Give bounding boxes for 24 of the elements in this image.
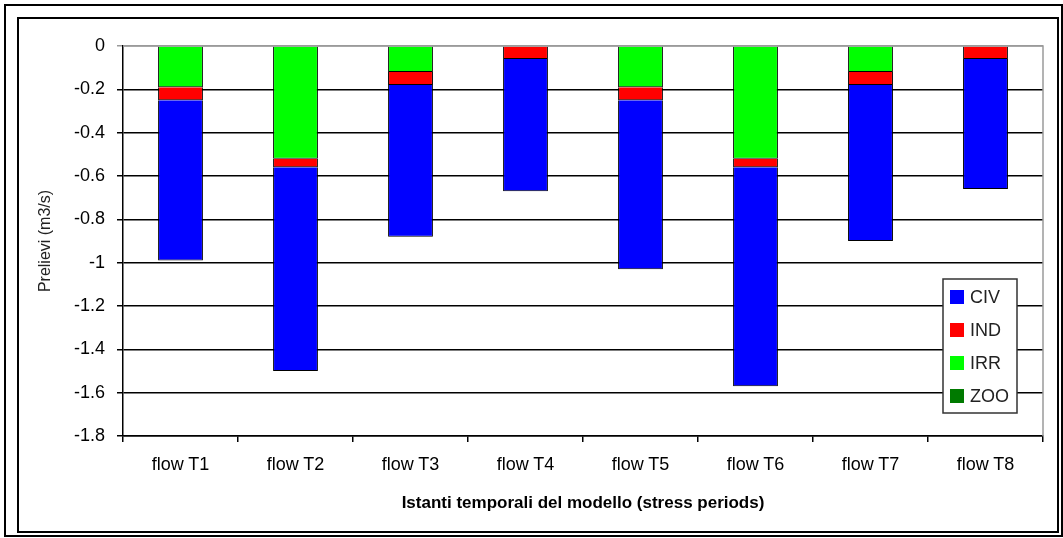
x-tick-label: flow T7 — [841, 453, 900, 474]
y-tick-label: -0.6 — [73, 164, 105, 185]
x-tick-label: flow T3 — [381, 453, 440, 474]
y-tick-label: -0.8 — [73, 208, 105, 229]
y-tick-label: -1.6 — [73, 381, 105, 402]
y-tick-label: 0 — [94, 34, 105, 55]
x-tick-label: flow T2 — [266, 453, 325, 474]
x-tick-label: flow T8 — [956, 453, 1015, 474]
y-tick-label: -1.2 — [73, 294, 105, 315]
x-axis-title: Istanti temporali del modello (stress periods) — [401, 493, 765, 513]
y-tick-label: -1 — [88, 251, 105, 272]
x-tick-label: flow T6 — [726, 453, 785, 474]
y-axis-title: Prelievi (m3/s) — [36, 189, 54, 293]
legend-label: IND — [970, 319, 1001, 340]
legend-label: ZOO — [970, 385, 1009, 406]
legend-label: IRR — [970, 352, 1001, 373]
x-tick-label: flow T4 — [496, 453, 555, 474]
y-tick-label: -1.4 — [73, 338, 105, 359]
y-tick-label: -1.8 — [73, 424, 105, 445]
legend-label: CIV — [970, 286, 1001, 307]
x-tick-label: flow T5 — [611, 453, 670, 474]
y-tick-label: -0.4 — [73, 121, 105, 142]
x-tick-label: flow T1 — [151, 453, 210, 474]
y-tick-label: -0.2 — [73, 78, 105, 99]
